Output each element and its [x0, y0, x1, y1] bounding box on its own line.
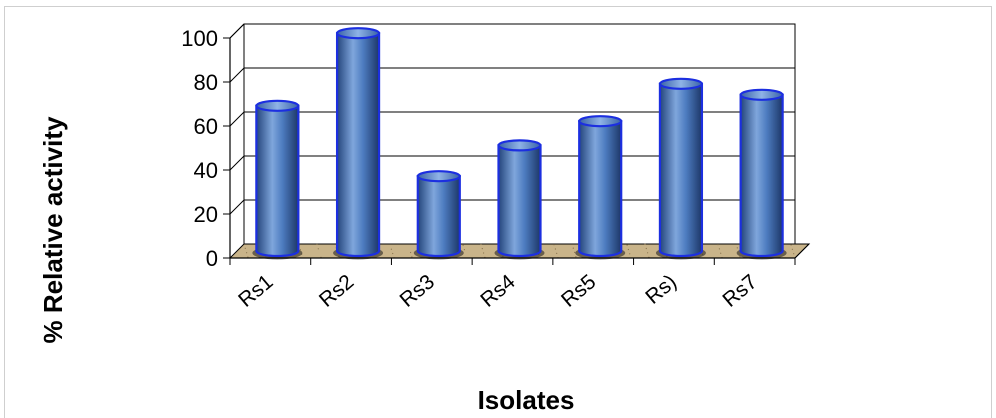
bar-body: [497, 144, 542, 258]
floor-texture-dot: [736, 247, 738, 249]
bar-cap: [658, 77, 704, 90]
floor-texture-dot: [247, 256, 249, 258]
bar: [655, 77, 706, 260]
floor-texture-dot: [246, 252, 248, 254]
floor-texture-dot: [390, 248, 392, 250]
y-tick-label: 80: [194, 70, 218, 95]
y-tick-label: 40: [194, 158, 218, 183]
bar-body: [416, 175, 461, 258]
bar: [333, 27, 384, 260]
bar-body: [335, 32, 381, 258]
floor-texture-dot: [554, 248, 557, 250]
bar-cap: [335, 27, 381, 40]
x-tick-label: Rs5: [557, 270, 600, 312]
y-tick-label: 60: [194, 114, 218, 139]
y-axis-title: % Relative activity: [38, 116, 68, 343]
bar: [413, 170, 464, 260]
bar-cap: [416, 170, 461, 183]
floor-texture-dot: [392, 252, 394, 255]
x-tick-label: Rs1: [234, 270, 277, 312]
gridline: [229, 67, 795, 83]
floor-texture-dot: [644, 243, 646, 245]
axes: [223, 37, 810, 265]
floor-texture-dot: [574, 251, 576, 253]
floor-texture-dot: [626, 244, 628, 246]
chart-frame: [4, 6, 992, 418]
floor-texture-dot: [647, 252, 649, 254]
floor-texture-dot: [411, 256, 413, 258]
floor-texture-dot: [462, 244, 464, 246]
floor-texture-dot: [627, 248, 630, 251]
bar-cap: [497, 139, 542, 152]
x-tick-label: Rs7: [718, 270, 761, 312]
bar-body: [658, 82, 704, 258]
x-tick-label: Rs3: [396, 270, 439, 312]
bar: [494, 139, 545, 260]
floor-texture-dot: [480, 243, 482, 245]
floor-texture-dot: [718, 248, 721, 250]
bar-body: [578, 120, 623, 258]
y-tick-labels: 0 20 40 60 80 100: [181, 26, 218, 271]
bar: [252, 99, 303, 260]
floor-texture-dot: [483, 252, 485, 254]
floor-texture-dot: [717, 244, 719, 246]
x-tick-label: Rs4: [476, 270, 520, 312]
floor-texture-dot: [791, 248, 794, 250]
floor-texture-dot: [629, 253, 631, 255]
x-axis-title: Isolates: [478, 385, 575, 415]
floor-texture-dot: [317, 248, 319, 250]
floor-texture-dot: [316, 243, 318, 245]
bar: [575, 115, 626, 260]
floor-texture-dot: [556, 252, 558, 254]
y-tick-label: 20: [194, 202, 218, 227]
gridline: [229, 23, 795, 39]
floor-texture-dot: [410, 251, 412, 254]
bars: [252, 27, 787, 260]
floor-texture-dot: [720, 252, 722, 254]
floor-right-edge: [794, 243, 810, 259]
bar-body: [739, 93, 784, 258]
bar-cap: [578, 115, 623, 128]
x-tick-labels: Rs1 Rs2 Rs3 Rs4 Rs5 Rs) Rs7: [234, 270, 762, 312]
y-tick-label: 0: [206, 246, 218, 271]
x-tick-label: Rs): [641, 270, 681, 309]
floor-texture-dot: [299, 249, 301, 251]
x-tick-label: Rs2: [315, 270, 358, 312]
y-tick-label: 100: [181, 26, 218, 51]
floor-texture-dot: [463, 249, 465, 251]
floor-texture-dot: [790, 244, 792, 246]
floor-texture-dot: [244, 247, 246, 249]
floor-texture-dot: [575, 256, 577, 258]
floor-texture-dot: [481, 248, 483, 250]
floor-texture-dot: [645, 247, 647, 250]
bar-cap: [739, 88, 784, 101]
bar: [736, 88, 787, 260]
gridline: [229, 111, 795, 127]
floor-texture-dot: [793, 253, 795, 255]
floor-texture-dot: [572, 247, 574, 249]
floor-texture-dot: [553, 244, 555, 246]
bar-cap: [255, 99, 300, 112]
bar-body: [255, 104, 300, 258]
